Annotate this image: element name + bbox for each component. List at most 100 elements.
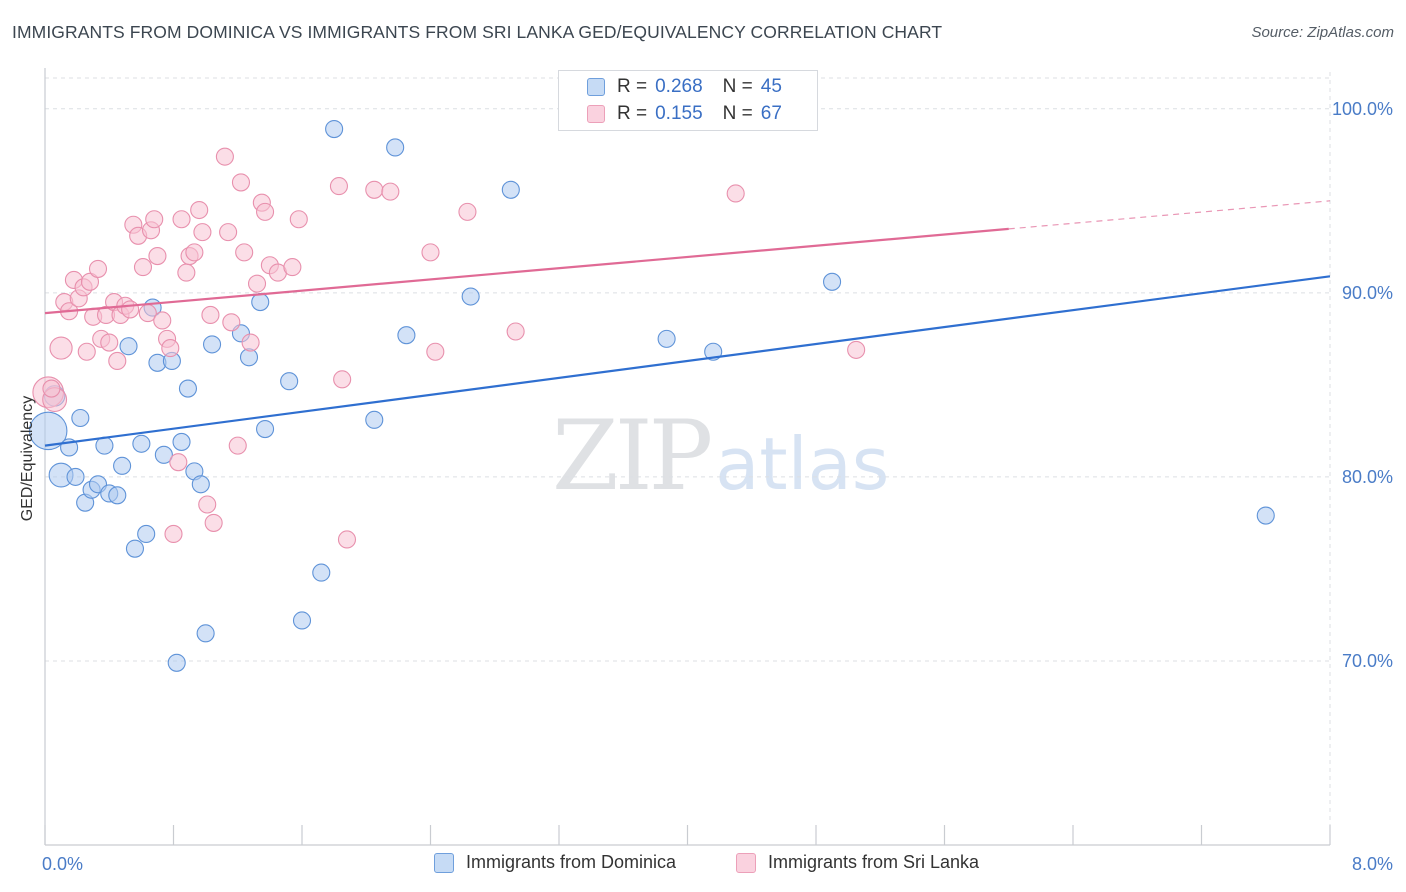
legend-item-dominica[interactable]: Immigrants from Dominica bbox=[434, 852, 676, 873]
dominica-point-31 bbox=[256, 420, 275, 439]
srilanka-point-65 bbox=[847, 340, 866, 359]
dominica-point-13 bbox=[119, 337, 138, 356]
dominica-point-32 bbox=[280, 372, 299, 391]
dominica-point-35 bbox=[325, 120, 344, 139]
srilanka-point-31 bbox=[169, 453, 188, 472]
dominica-point-44 bbox=[1256, 506, 1275, 525]
srilanka-point-14 bbox=[100, 333, 119, 352]
axis-layer bbox=[44, 68, 1331, 846]
srilanka-n-label: N = bbox=[722, 103, 753, 124]
srilanka-point-8 bbox=[77, 342, 96, 361]
dominica-point-0 bbox=[28, 411, 68, 451]
series-legend: Immigrants from Dominica Immigrants from… bbox=[0, 852, 1406, 878]
y-tick-label-70: 70.0% bbox=[1342, 651, 1393, 671]
label-layer: 70.0% 80.0% 90.0% 100.0% 0.0% 8.0% GED/Equival… bbox=[19, 99, 1393, 874]
srilanka-point-43 bbox=[222, 313, 241, 332]
srilanka-point-58 bbox=[365, 180, 384, 199]
stats-legend: R = 0.268 N = 45 R = 0.155 N = 67 bbox=[558, 70, 818, 131]
dominica-point-43 bbox=[823, 272, 842, 291]
srilanka-point-44 bbox=[228, 436, 247, 455]
dominica-point-39 bbox=[461, 287, 480, 306]
series-srilanka bbox=[32, 147, 866, 549]
dominica-point-16 bbox=[137, 524, 156, 544]
dominica-point-19 bbox=[154, 445, 173, 464]
srilanka-point-19 bbox=[121, 300, 140, 319]
dominica-n-label: N = bbox=[722, 76, 753, 97]
srilanka-point-42 bbox=[219, 223, 238, 242]
srilanka-point-38 bbox=[198, 495, 217, 514]
legend-srilanka-swatch bbox=[736, 852, 756, 873]
dominica-point-37 bbox=[386, 138, 405, 157]
srilanka-point-26 bbox=[148, 246, 167, 266]
series-dominica bbox=[28, 120, 1275, 672]
dominica-point-4 bbox=[66, 467, 85, 486]
srilanka-point-66 bbox=[42, 379, 61, 398]
y-tick-label-80: 80.0% bbox=[1342, 467, 1393, 487]
srilanka-point-41 bbox=[215, 147, 234, 166]
srilanka-point-62 bbox=[458, 202, 477, 221]
watermark-atlas: atlas bbox=[715, 422, 890, 506]
srilanka-point-47 bbox=[241, 333, 260, 352]
srilanka-point-36 bbox=[190, 200, 209, 220]
srilanka-point-39 bbox=[201, 305, 220, 324]
dominica-point-36 bbox=[365, 410, 384, 429]
dominica-point-12 bbox=[113, 456, 132, 475]
stats-legend-row-srilanka: R = 0.155 N = 67 bbox=[587, 101, 782, 127]
dominica-point-22 bbox=[172, 432, 191, 451]
legend-item-srilanka[interactable]: Immigrants from Sri Lanka bbox=[736, 852, 979, 873]
dominica-r-label: R = bbox=[617, 76, 648, 97]
y-tick-label-90: 90.0% bbox=[1342, 283, 1393, 303]
dominica-point-15 bbox=[132, 434, 151, 453]
legend-dominica-label: Immigrants from Dominica bbox=[466, 852, 677, 872]
dominica-point-11 bbox=[108, 486, 127, 505]
dominica-point-25 bbox=[191, 475, 210, 494]
x-tick-label-min: 0.0% bbox=[42, 854, 83, 874]
dominica-point-14 bbox=[125, 539, 144, 558]
srilanka-point-56 bbox=[333, 370, 352, 389]
srilanka-point-2 bbox=[49, 336, 73, 360]
srilanka-point-54 bbox=[289, 210, 308, 229]
dominica-point-34 bbox=[312, 563, 331, 582]
srilanka-point-29 bbox=[161, 339, 180, 358]
srilanka-point-40 bbox=[204, 513, 223, 532]
trend-layer bbox=[44, 200, 1331, 447]
srilanka-swatch bbox=[587, 105, 605, 123]
dominica-trend-line bbox=[44, 275, 1331, 447]
srilanka-point-57 bbox=[337, 530, 357, 549]
srilanka-point-50 bbox=[256, 202, 275, 221]
srilanka-trend-extension bbox=[1008, 200, 1331, 230]
x-tick-label-max: 8.0% bbox=[1352, 854, 1393, 874]
watermark: ZIPatlas bbox=[552, 400, 889, 512]
dominica-r-value: 0.268 bbox=[655, 76, 703, 97]
srilanka-point-9 bbox=[80, 272, 100, 291]
dominica-point-40 bbox=[501, 180, 520, 199]
srilanka-point-16 bbox=[108, 351, 127, 371]
y-tick-label-100: 100.0% bbox=[1332, 99, 1393, 119]
points-layer bbox=[28, 120, 1275, 672]
srilanka-point-60 bbox=[421, 243, 440, 262]
dominica-point-26 bbox=[196, 624, 215, 643]
legend-srilanka-label: Immigrants from Sri Lanka bbox=[768, 852, 980, 872]
dominica-point-30 bbox=[251, 293, 270, 312]
srilanka-point-27 bbox=[153, 311, 172, 330]
dominica-point-23 bbox=[178, 379, 198, 398]
srilanka-point-11 bbox=[88, 259, 108, 278]
srilanka-point-25 bbox=[145, 210, 164, 229]
srilanka-point-30 bbox=[164, 524, 183, 544]
srilanka-point-61 bbox=[426, 342, 445, 361]
source-label: Source: ZipAtlas.com bbox=[1251, 24, 1394, 41]
dominica-swatch bbox=[587, 78, 605, 96]
srilanka-point-63 bbox=[506, 322, 525, 341]
srilanka-point-22 bbox=[133, 258, 153, 277]
dominica-point-41 bbox=[657, 329, 676, 348]
srilanka-r-value: 0.155 bbox=[655, 103, 703, 124]
dominica-n-value: 45 bbox=[760, 76, 782, 97]
dominica-point-33 bbox=[292, 611, 312, 630]
srilanka-trend-line bbox=[44, 227, 1009, 315]
dominica-point-5 bbox=[71, 408, 90, 428]
chart-title: IMMIGRANTS FROM DOMINICA VS IMMIGRANTS F… bbox=[12, 22, 943, 42]
srilanka-r-label: R = bbox=[617, 103, 648, 124]
srilanka-point-48 bbox=[247, 274, 267, 293]
y-axis-label: GED/Equivalency bbox=[19, 396, 36, 521]
